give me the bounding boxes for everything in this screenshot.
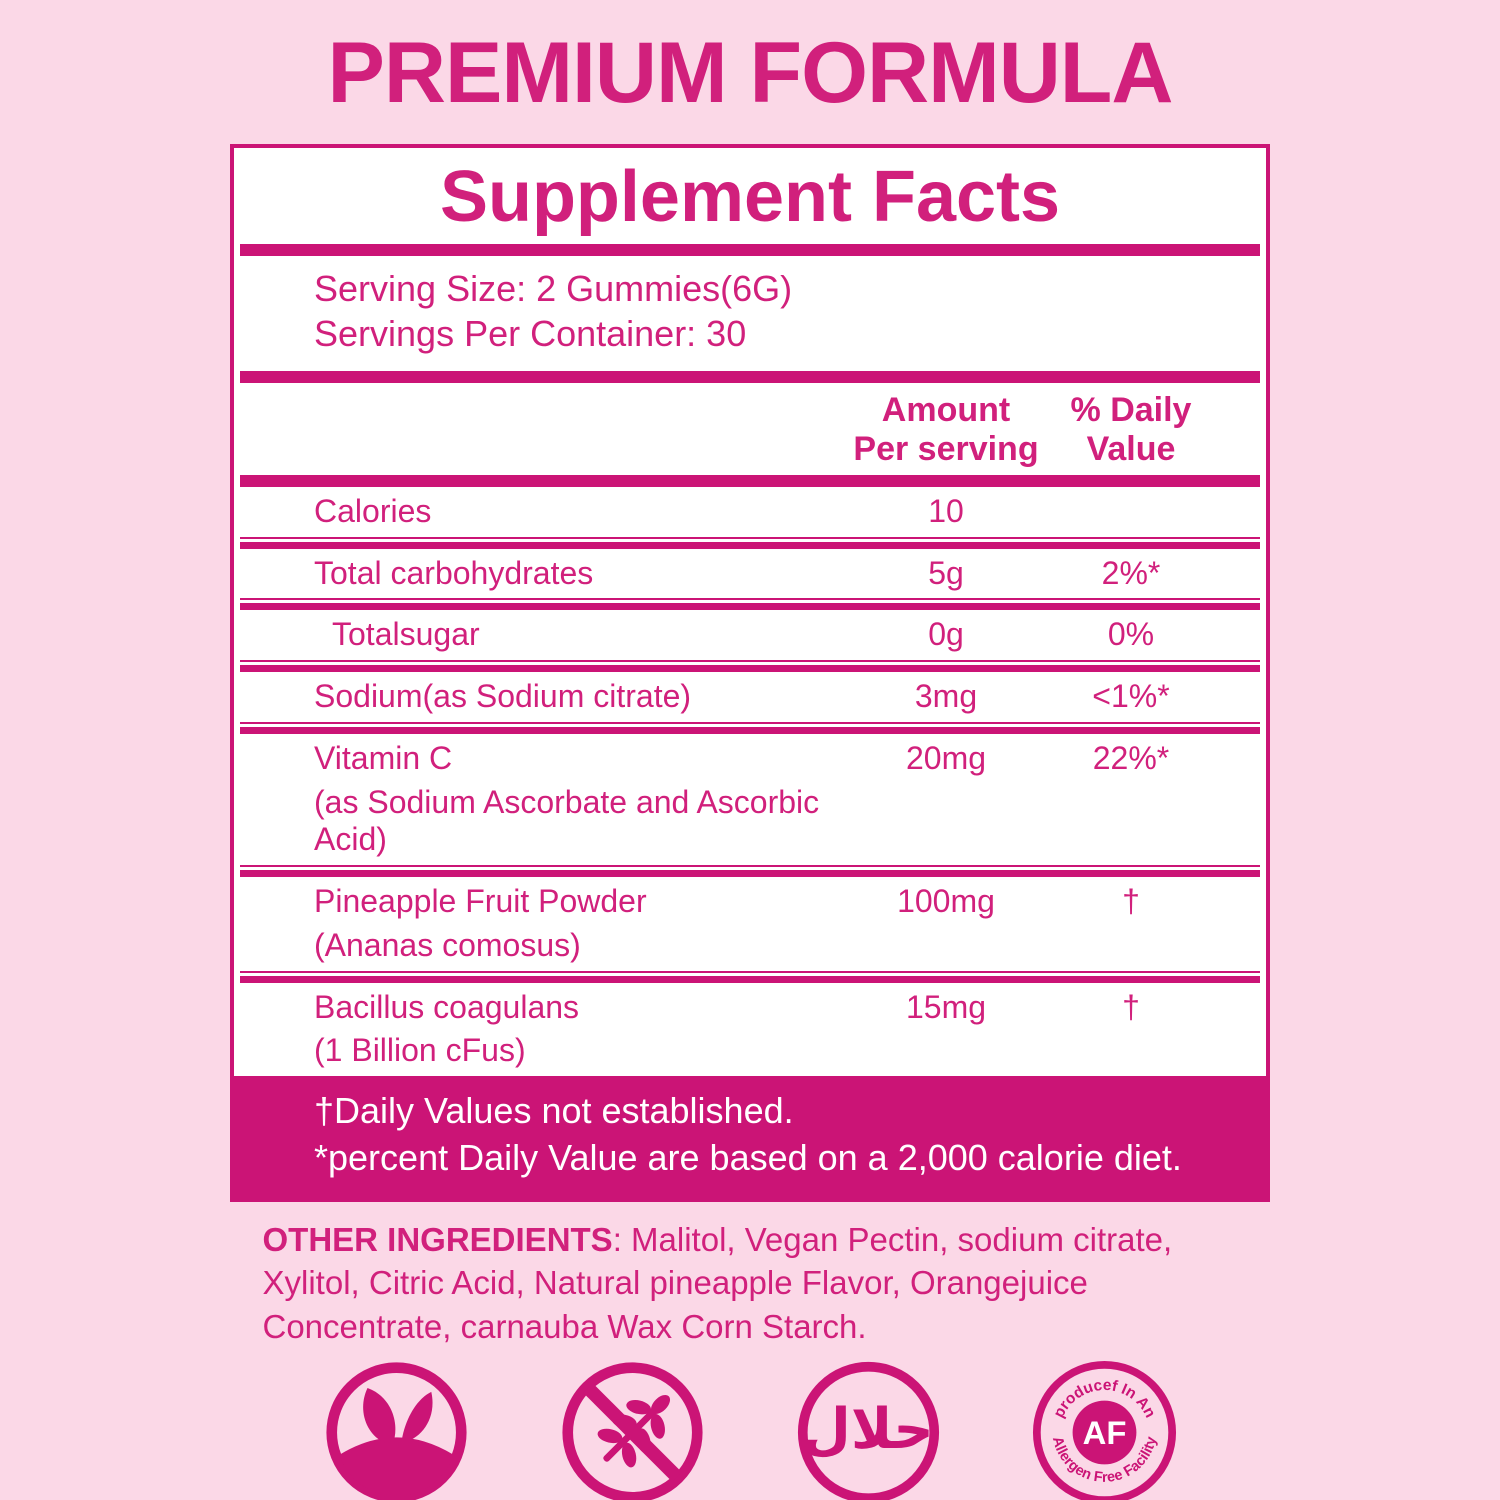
- row-label-main: Bacillus coagulans: [314, 988, 580, 1025]
- row-dv: 0%: [1107, 616, 1155, 653]
- divider: [240, 598, 1260, 611]
- divider: [240, 970, 1260, 983]
- serving-size: Serving Size: 2 Gummies(6G): [314, 267, 793, 309]
- row-dv: †: [1122, 988, 1140, 1025]
- row-amount: 0g: [928, 616, 964, 653]
- vegan-leaf-icon: [324, 1360, 469, 1500]
- other-ingredients-label: OTHER INGREDIENTS: [262, 1220, 613, 1258]
- other-ingredients-text: : Malitol, Vegan Pectin, sodium citrate,…: [262, 1220, 1173, 1345]
- halal-arabic-text: حلال: [802, 1397, 934, 1463]
- row-label: Pineapple Fruit Powder (Ananas comosus): [314, 883, 846, 965]
- badge-vegan: VEGAN: [290, 1360, 502, 1500]
- row-label-main: Vitamin C: [314, 739, 453, 776]
- row-amount: 5g: [928, 554, 964, 591]
- divider: [240, 243, 1260, 256]
- other-ingredients: OTHER INGREDIENTS: Malitol, Vegan Pectin…: [263, 1218, 1238, 1349]
- badge-gluten-free: GLUTEN FREE: [526, 1360, 738, 1500]
- serving-info: Serving Size: 2 Gummies(6G) Servings Per…: [234, 256, 1266, 371]
- row-label: Total carbohydrates: [314, 554, 594, 591]
- row-label: Totalsugar: [332, 616, 480, 653]
- row-label-sub: (Ananas comosus): [314, 926, 581, 963]
- page-title: PREMIUM FORMULA: [327, 25, 1174, 121]
- row-dv: 2%*: [1101, 554, 1161, 591]
- table-row-calories: Calories 10: [234, 487, 1266, 537]
- table-row-total-sugar: Totalsugar 0g 0%: [234, 610, 1266, 660]
- row-label: Calories: [314, 492, 432, 529]
- row-amount: 3mg: [914, 678, 978, 715]
- row-dv: †: [1122, 883, 1140, 920]
- allergen-free-icon: producef In An Allergen Free Facility AF: [1032, 1360, 1177, 1500]
- divider: [240, 660, 1260, 673]
- header-amount-per-serving: Amount Per serving: [853, 390, 1039, 468]
- row-dv: <1%*: [1092, 678, 1170, 715]
- divider: [240, 865, 1260, 878]
- table-row-vitamin-c: Vitamin C (as Sodium Ascorbate and Ascor…: [234, 734, 1266, 865]
- supplement-facts-title: Supplement Facts: [439, 157, 1061, 238]
- row-label-sub: (as Sodium Ascorbate and Ascorbic Acid): [314, 783, 820, 858]
- row-label: Sodium(as Sodium citrate): [314, 678, 692, 715]
- row-label-main: Pineapple Fruit Powder: [314, 883, 647, 920]
- row-label: Bacillus coagulans (1 Billion cFus): [314, 989, 846, 1071]
- gluten-free-icon: [560, 1360, 705, 1500]
- certification-badges: VEGAN GLUTEN FREE: [290, 1360, 1210, 1500]
- badge-allergen-free: producef In An Allergen Free Facility AF…: [998, 1360, 1210, 1500]
- divider: [240, 721, 1260, 734]
- af-monogram: AF: [1082, 1414, 1126, 1451]
- row-label-sub: (1 Billion cFus): [314, 1032, 526, 1069]
- row-amount: 15mg: [905, 988, 987, 1025]
- footnotes-block: †Daily Values not established. *percent …: [234, 1076, 1266, 1198]
- table-row-pineapple-fruit-powder: Pineapple Fruit Powder (Ananas comosus) …: [234, 877, 1266, 971]
- table-header-row: Amount Per serving % Daily Value: [234, 383, 1266, 475]
- row-amount: 100mg: [897, 883, 995, 920]
- footnote-dagger: †Daily Values not established.: [314, 1090, 794, 1132]
- supplement-facts-panel: Supplement Facts Serving Size: 2 Gummies…: [230, 144, 1270, 1202]
- row-amount: 20mg: [905, 739, 987, 776]
- divider: [240, 370, 1260, 383]
- row-dv: 22%*: [1092, 739, 1170, 776]
- divider: [240, 474, 1260, 487]
- header-daily-value: % Daily Value: [1070, 390, 1192, 468]
- footnote-asterisk: *percent Daily Value are based on a 2,00…: [314, 1136, 1182, 1178]
- servings-per-container: Servings Per Container: 30: [314, 313, 747, 355]
- badge-halal: حلال HALAL: [762, 1360, 974, 1500]
- divider: [240, 536, 1260, 549]
- table-row-bacillus-coagulans: Bacillus coagulans (1 Billion cFus) 15mg…: [234, 983, 1266, 1077]
- halal-icon: حلال: [796, 1360, 941, 1500]
- table-row-sodium: Sodium(as Sodium citrate) 3mg <1%*: [234, 672, 1266, 722]
- table-row-total-carbohydrates: Total carbohydrates 5g 2%*: [234, 549, 1266, 599]
- row-amount: 10: [928, 492, 964, 529]
- row-label: Vitamin C (as Sodium Ascorbate and Ascor…: [314, 740, 846, 859]
